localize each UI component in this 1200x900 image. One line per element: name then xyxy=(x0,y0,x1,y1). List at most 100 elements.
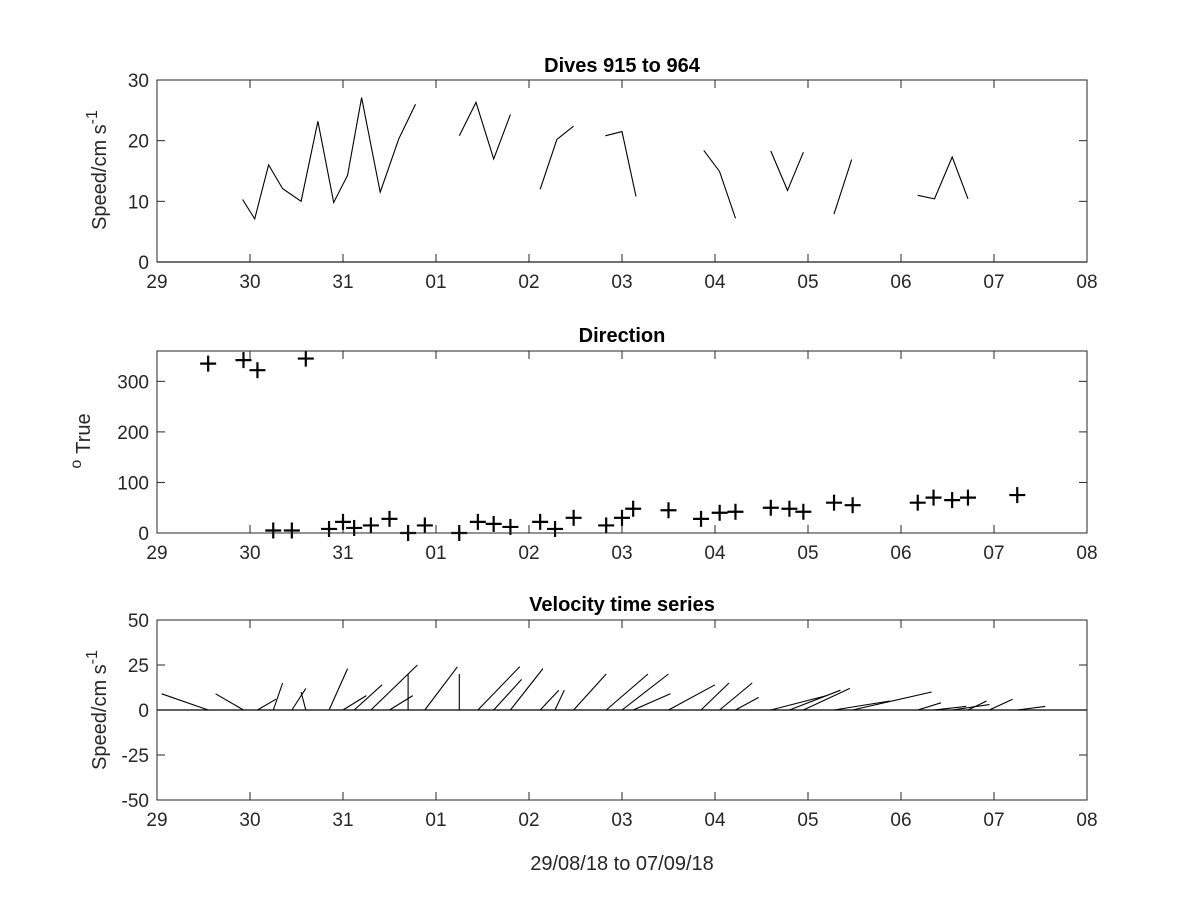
velocity-stick xyxy=(215,693,244,711)
velocity-xtick-label: 01 xyxy=(425,810,446,831)
direction-point xyxy=(614,509,630,526)
speed-panel-ylabel-group: Speed/cm s-1 xyxy=(84,110,111,230)
velocity-xtick-label: 07 xyxy=(983,810,1004,831)
velocity-stick xyxy=(554,689,565,711)
direction-point xyxy=(781,500,798,517)
velocity-stick xyxy=(803,687,851,711)
velocity-stick xyxy=(605,673,649,711)
velocity-stick xyxy=(789,689,841,711)
velocity-stick xyxy=(700,682,730,711)
speed-panel-ylabel-sup: -1 xyxy=(84,110,101,124)
speed-series-segment xyxy=(833,159,853,215)
velocity-xtick-label: 30 xyxy=(239,810,260,831)
direction-point xyxy=(547,520,564,537)
velocity-stick xyxy=(1017,705,1046,711)
speed-xtick-label: 29 xyxy=(146,272,167,293)
velocity-stick xyxy=(353,684,383,711)
velocity-stick xyxy=(328,668,349,711)
speed-series-segment xyxy=(242,97,416,221)
velocity-stick xyxy=(389,695,414,711)
direction-point xyxy=(762,499,779,516)
direction-point xyxy=(283,522,300,539)
direction-point xyxy=(727,503,744,520)
speed-series-segment xyxy=(703,150,737,219)
direction-xtick-label: 02 xyxy=(518,543,539,564)
direction-xtick-label: 06 xyxy=(890,543,911,564)
velocity-xtick-label: 04 xyxy=(704,810,726,831)
svg-text:Speed/cm s-1: Speed/cm s-1 xyxy=(84,110,111,230)
velocity-stick xyxy=(424,666,458,711)
velocity-stick xyxy=(770,695,827,711)
velocity-panel-ylabel: Speed/cm s xyxy=(89,664,111,770)
direction-point xyxy=(1009,487,1026,504)
speed-series-segment xyxy=(605,130,637,197)
direction-point xyxy=(532,513,549,530)
velocity-stick xyxy=(342,695,367,711)
speed-panel-title: Dives 915 to 964 xyxy=(544,55,701,77)
direction-xtick-label: 30 xyxy=(239,543,260,564)
direction-ytick-label: 300 xyxy=(117,372,149,393)
velocity-stick xyxy=(833,700,890,711)
velocity-xtick-label: 02 xyxy=(518,810,539,831)
direction-point xyxy=(565,509,582,526)
speed-xtick-label: 02 xyxy=(518,272,539,293)
direction-point xyxy=(469,513,486,530)
direction-point xyxy=(200,355,217,372)
direction-point xyxy=(925,489,942,506)
direction-xtick-label: 01 xyxy=(425,543,446,564)
direction-point xyxy=(235,352,252,369)
velocity-xtick-label: 29 xyxy=(146,810,167,831)
velocity-stick xyxy=(933,705,967,711)
speed-panel: Dives 915 to 964 Speed/cm s-1 29 30 31 01 02… xyxy=(84,55,1098,293)
speed-xtick-label: 30 xyxy=(239,272,260,293)
speed-panel-ylabel: Speed/cm s xyxy=(89,124,111,230)
direction-xtick-label: 31 xyxy=(332,543,353,564)
speed-xtick-label: 07 xyxy=(983,272,1004,293)
velocity-panel-title: Velocity time series xyxy=(529,594,715,616)
velocity-stick xyxy=(257,698,277,711)
direction-ytick-label: 100 xyxy=(117,473,149,494)
velocity-ytick-label: 25 xyxy=(128,656,149,677)
direction-ytick-label: 0 xyxy=(138,524,149,545)
velocity-stick xyxy=(161,693,209,711)
direction-xtick-label: 08 xyxy=(1076,543,1097,564)
speed-series-segment xyxy=(770,150,804,192)
velocity-stick xyxy=(477,666,521,711)
velocity-ytick-label: 0 xyxy=(138,701,149,722)
direction-point xyxy=(502,518,519,535)
direction-point xyxy=(381,510,398,527)
speed-xtick-label: 05 xyxy=(797,272,818,293)
velocity-stick xyxy=(719,682,753,711)
velocity-stick xyxy=(621,673,669,711)
velocity-stick xyxy=(952,704,990,711)
speed-ytick-label: 30 xyxy=(128,71,149,92)
speed-xtick-label: 03 xyxy=(611,272,632,293)
direction-xtick-label: 07 xyxy=(983,543,1004,564)
svg-text:oTrue: o True xyxy=(68,413,95,468)
velocity-panel: Velocity time series Speed/cm s-1 29 30 31… xyxy=(84,594,1098,875)
velocity-stick xyxy=(989,698,1013,711)
velocity-xtick-label: 06 xyxy=(890,810,911,831)
velocity-panel-frame xyxy=(156,619,1088,801)
direction-panel-ylabel-sup: o xyxy=(68,460,85,469)
direction-ytick-label: 200 xyxy=(117,423,149,444)
direction-point xyxy=(249,362,266,379)
velocity-panel-ylabel-sup: -1 xyxy=(84,650,101,664)
direction-point xyxy=(909,494,926,511)
velocity-stick xyxy=(291,688,307,711)
velocity-stick xyxy=(967,700,987,711)
speed-ytick-label: 20 xyxy=(128,132,149,153)
velocity-stick xyxy=(493,679,523,711)
speed-panel-frame xyxy=(156,79,1088,263)
direction-panel-frame xyxy=(156,350,1088,534)
velocity-stick xyxy=(272,682,284,711)
velocity-xtick-label: 03 xyxy=(611,810,632,831)
svg-text:Speed/cm s-1: Speed/cm s-1 xyxy=(84,650,111,770)
direction-xtick-label: 03 xyxy=(611,543,632,564)
velocity-stick xyxy=(573,673,607,711)
direction-xtick-label: 29 xyxy=(146,543,167,564)
velocity-ytick-label: -25 xyxy=(122,746,149,767)
speed-series-segment xyxy=(458,100,511,161)
